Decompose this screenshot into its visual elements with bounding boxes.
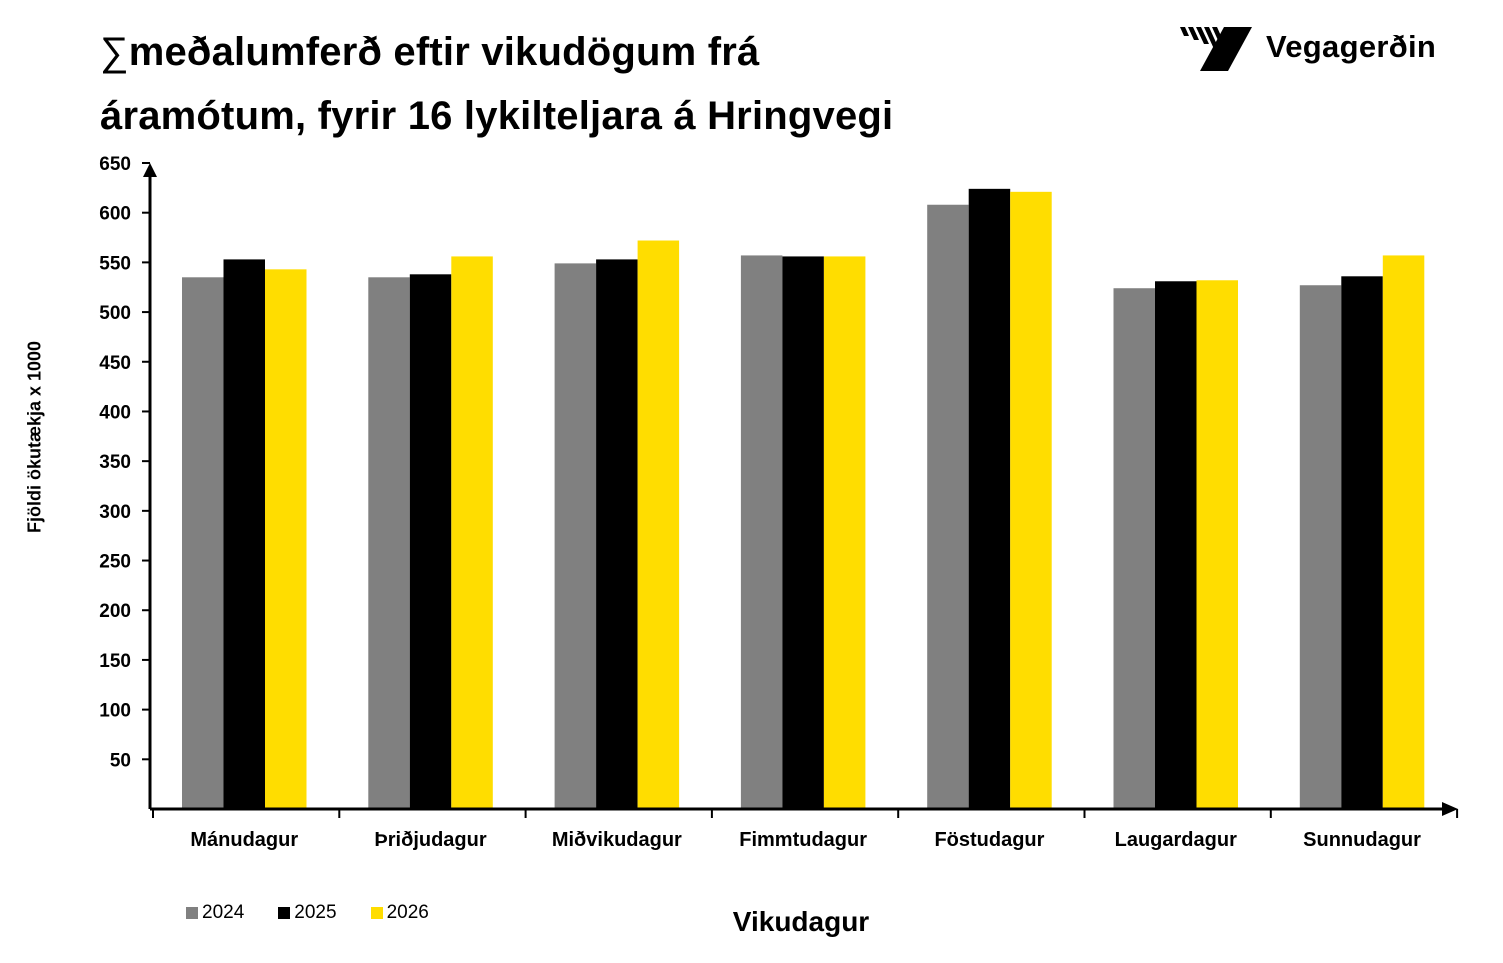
legend-item-2025: 2025 <box>278 902 337 924</box>
bar-2026-0 <box>265 269 307 809</box>
y-axis-arrow <box>143 163 157 177</box>
vegagerdin-logo-icon <box>1180 27 1252 71</box>
legend-item-2024: 2024 <box>186 902 244 924</box>
bar-2026-1 <box>451 256 493 810</box>
y-tick-label-9: 500 <box>99 303 131 324</box>
legend-label-2025: 2025 <box>294 902 337 923</box>
bar-2025-1 <box>409 274 452 809</box>
x-axis-label: Vikudagur <box>732 906 870 937</box>
bar-2024-3 <box>740 255 783 810</box>
bar-2026-2 <box>637 240 680 809</box>
y-tick-label-8: 450 <box>99 353 131 374</box>
x-tick-label-3: Fimmtudagur <box>739 829 867 851</box>
x-tick-label-1: Þriðjudagur <box>374 829 486 851</box>
y-tick-label-6: 350 <box>99 452 131 473</box>
x-tick-label-6: Sunnudagur <box>1303 829 1421 851</box>
title-line-1-text: meðalumferð eftir vikudögum frá <box>128 30 760 74</box>
bar-2025-5 <box>1155 281 1197 809</box>
x-tick-label-4: Föstudagur <box>934 829 1044 851</box>
legend: 2024 2025 2026 <box>186 902 429 924</box>
x-tick-label-0: Mánudagur <box>190 829 298 851</box>
bar-2024-1 <box>368 277 410 809</box>
legend-item-2026: 2026 <box>370 902 429 924</box>
bar-2025-3 <box>782 256 824 810</box>
bar-2024-5 <box>1113 288 1155 809</box>
vegagerdin-logo: Vegagerðin <box>1176 22 1436 72</box>
y-tick-label-2: 150 <box>99 651 131 672</box>
bar-2025-4 <box>968 188 1011 810</box>
y-tick-label-7: 400 <box>99 402 131 423</box>
bar-2024-4 <box>927 204 969 810</box>
bar-2026-6 <box>1382 255 1425 810</box>
bar-2025-0 <box>223 259 265 809</box>
y-tick-label-5: 300 <box>99 502 131 523</box>
y-tick-label-4: 250 <box>99 552 131 573</box>
y-tick-label-11: 600 <box>99 204 131 225</box>
legend-label-2026: 2026 <box>386 902 429 923</box>
chart-title: ∑meðalumferð eftir vikudögum frá áramótu… <box>100 20 1100 148</box>
x-tick-label-2: Miðvikudagur <box>552 829 682 851</box>
bar-2026-4 <box>1010 191 1052 809</box>
legend-swatch-2024 <box>186 907 198 919</box>
bar-2024-0 <box>182 277 224 809</box>
bar-2025-2 <box>596 259 638 809</box>
title-line-1: ∑meðalumferð eftir vikudögum frá <box>100 20 1100 84</box>
x-tick-label-5: Laugardagur <box>1115 829 1237 851</box>
bar-2026-3 <box>823 256 866 810</box>
y-tick-label-1: 100 <box>99 701 131 722</box>
legend-swatch-2026 <box>370 907 383 919</box>
sigma-symbol: ∑ <box>100 30 129 74</box>
title-line-2: áramótum, fyrir 16 lykilteljara á Hringv… <box>100 94 894 138</box>
legend-label-2024: 2024 <box>202 902 245 923</box>
y-tick-label-0: 50 <box>110 750 131 771</box>
bar-2026-5 <box>1196 280 1238 810</box>
y-tick-label-10: 550 <box>99 253 131 274</box>
x-axis-arrow <box>1442 802 1458 816</box>
bar-2024-2 <box>554 263 597 810</box>
y-tick-label-12: 650 <box>99 154 131 175</box>
y-tick-label-3: 200 <box>99 601 131 622</box>
logo-text: Vegagerðin <box>1266 29 1437 64</box>
bar-2025-6 <box>1341 276 1383 809</box>
bar-2024-6 <box>1299 285 1342 810</box>
legend-swatch-2025 <box>278 907 291 919</box>
